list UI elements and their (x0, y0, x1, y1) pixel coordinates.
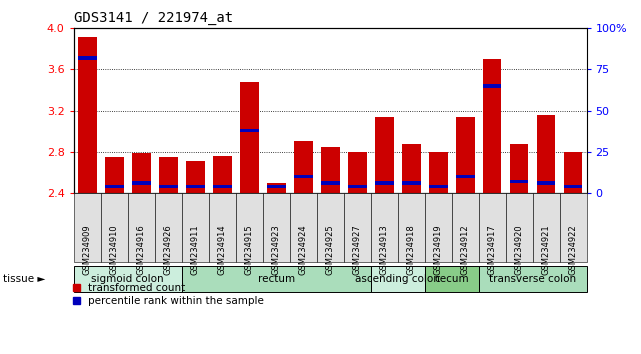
Bar (429, 152, 447, 193)
Text: sigmoid colon: sigmoid colon (92, 274, 164, 284)
Bar (240, 82, 258, 193)
Bar (483, 84, 501, 88)
Bar (347, 152, 367, 193)
Bar (78, 56, 97, 60)
Bar (402, 181, 420, 185)
Bar (213, 156, 231, 193)
Bar (294, 142, 313, 193)
Bar (104, 184, 124, 188)
Bar (456, 175, 474, 178)
Bar (294, 175, 313, 178)
Text: GSM234909: GSM234909 (83, 224, 92, 275)
Bar (159, 184, 178, 188)
Text: GDS3141 / 221974_at: GDS3141 / 221974_at (74, 11, 233, 25)
Bar (267, 184, 286, 188)
Text: GSM234916: GSM234916 (137, 224, 146, 275)
Text: GSM234911: GSM234911 (190, 224, 199, 275)
Bar (456, 117, 474, 193)
Bar (402, 144, 420, 193)
Bar (483, 59, 501, 193)
Text: GSM234912: GSM234912 (461, 224, 470, 275)
Text: GSM234927: GSM234927 (353, 224, 362, 275)
Text: rectum: rectum (258, 274, 295, 284)
Text: GSM234913: GSM234913 (379, 224, 388, 275)
Text: GSM234918: GSM234918 (406, 224, 415, 275)
Bar (537, 115, 556, 193)
Text: transverse colon: transverse colon (489, 274, 576, 284)
Bar (374, 181, 394, 185)
Bar (510, 144, 528, 193)
Bar (240, 129, 258, 132)
Bar (347, 184, 367, 188)
Bar (563, 184, 583, 188)
Text: GSM234917: GSM234917 (488, 224, 497, 275)
Text: GSM234923: GSM234923 (272, 224, 281, 275)
Bar (537, 181, 556, 185)
Bar (186, 184, 204, 188)
Bar (267, 183, 286, 193)
Bar (320, 181, 340, 185)
Bar (132, 181, 151, 185)
Text: GSM234922: GSM234922 (569, 224, 578, 275)
Bar (563, 152, 583, 193)
Text: cecum: cecum (434, 274, 469, 284)
Bar (78, 36, 97, 193)
Text: GSM234926: GSM234926 (163, 224, 172, 275)
Bar (186, 161, 204, 193)
Bar (213, 184, 231, 188)
Text: GSM234920: GSM234920 (515, 224, 524, 275)
Text: tissue ►: tissue ► (3, 274, 46, 284)
Legend: transformed count, percentile rank within the sample: transformed count, percentile rank withi… (72, 283, 264, 306)
Text: GSM234925: GSM234925 (326, 224, 335, 275)
Bar (104, 157, 124, 193)
Text: GSM234924: GSM234924 (299, 224, 308, 275)
Bar (320, 147, 340, 193)
Text: ascending colon: ascending colon (355, 274, 440, 284)
Text: GSM234919: GSM234919 (433, 224, 442, 275)
Bar (510, 179, 528, 183)
Text: GSM234914: GSM234914 (218, 224, 227, 275)
Text: GSM234921: GSM234921 (542, 224, 551, 275)
Text: GSM234915: GSM234915 (245, 224, 254, 275)
Bar (159, 157, 178, 193)
Bar (374, 117, 394, 193)
Text: GSM234910: GSM234910 (110, 224, 119, 275)
Bar (132, 153, 151, 193)
Bar (429, 184, 447, 188)
